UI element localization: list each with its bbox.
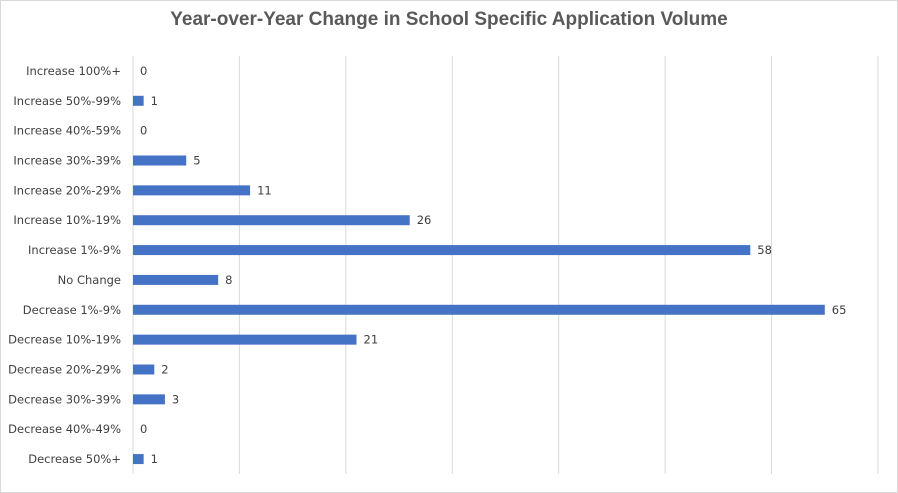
category-label: Increase 20%-29% (13, 183, 121, 197)
category-label: Decrease 30%-39% (8, 392, 121, 406)
value-label: 0 (140, 124, 147, 138)
category-label: Increase 1%-9% (28, 243, 121, 257)
gridlines (132, 56, 879, 474)
bar (133, 215, 410, 226)
bar (133, 274, 219, 285)
value-label: 2 (161, 363, 168, 377)
value-label: 1 (151, 452, 158, 466)
category-label: Increase 30%-39% (13, 154, 121, 168)
value-labels: 0 1 0 5 11 26 58 8 65 21 2 3 0 1 (140, 64, 846, 466)
value-label: 3 (172, 392, 179, 406)
chart-title: Year-over-Year Change in School Specific… (170, 9, 728, 30)
bar (133, 364, 155, 375)
bar (133, 185, 251, 196)
category-label: Decrease 10%-19% (8, 333, 121, 347)
value-label: 21 (364, 333, 379, 347)
bar (133, 304, 825, 315)
category-label: Decrease 1%-9% (23, 303, 121, 317)
bar (133, 394, 165, 405)
value-label: 11 (257, 183, 272, 197)
category-label: Decrease 40%-49% (8, 422, 121, 436)
bar (133, 245, 751, 256)
category-label: Increase 10%-19% (13, 213, 121, 227)
category-label: Increase 50%-99% (13, 94, 121, 108)
bar (133, 155, 187, 166)
category-label: Decrease 50%+ (28, 452, 121, 466)
value-label: 26 (417, 213, 432, 227)
value-label: 8 (225, 273, 232, 287)
category-label: No Change (58, 273, 121, 287)
category-label: Decrease 20%-29% (8, 363, 121, 377)
value-label: 1 (151, 94, 158, 108)
bar (133, 95, 144, 106)
value-label: 0 (140, 422, 147, 436)
bar (133, 454, 144, 465)
value-label: 65 (832, 303, 847, 317)
value-label: 58 (757, 243, 772, 257)
category-label: Increase 100%+ (26, 64, 121, 78)
value-label: 5 (193, 154, 200, 168)
category-label: Increase 40%-59% (13, 124, 121, 138)
value-label: 0 (140, 64, 147, 78)
bars (133, 95, 825, 465)
bar (133, 334, 357, 345)
category-labels: Increase 100%+ Increase 50%-99% Increase 4… (8, 64, 121, 466)
